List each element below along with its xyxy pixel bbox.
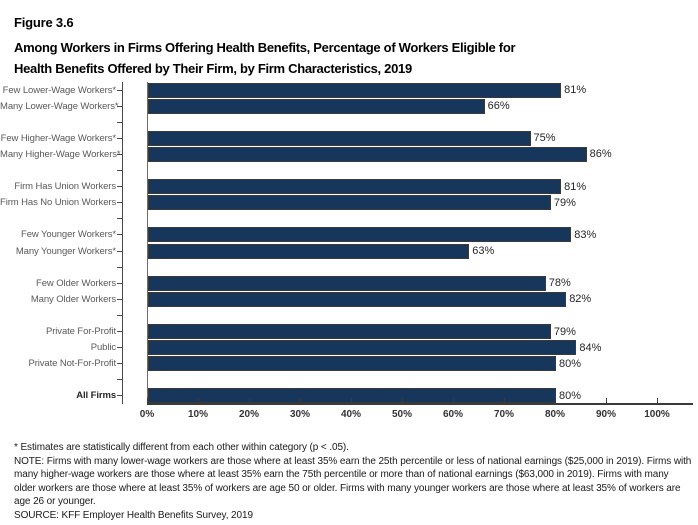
category-tick [117,363,123,365]
bar-value-label: 82% [569,293,592,306]
category-label: Private For-Profit [46,326,116,337]
bar-value-label: 80% [559,357,582,370]
category-label: Public [90,342,116,354]
category-tick [117,347,123,349]
category-label: Few Older Workers [36,277,116,289]
category-tick [117,331,123,333]
footnotes-block: * Estimates are statistically different … [14,441,692,523]
bar-value-label: 81% [564,84,587,96]
bar-value-label: 79% [553,196,576,209]
bar-value-label: 66% [487,100,510,113]
x-axis-tick-label: 80% [544,409,565,420]
figure-number: Figure 3.6 [14,15,74,30]
bar-value-label: 86% [589,148,612,161]
bar-value-label: 78% [548,277,571,290]
x-axis-tick [146,398,148,403]
bar [148,275,546,291]
x-axis-tick-label: 10% [187,409,208,420]
bar-value-label: 79% [553,325,576,338]
x-axis-tick [401,398,403,403]
bar [148,356,556,372]
category-label: Many Higher-Wage Workers* [0,148,121,160]
category-gap-tick [117,379,123,381]
bar-value-label: 63% [472,245,495,257]
bar-value-label: 80% [559,389,582,402]
category-label: Few Lower-Wage Workers* [2,84,116,96]
category-label: All Firms [76,390,116,402]
x-axis-tick-label: 50% [391,409,412,420]
category-label: Many Lower-Wage Workers* [0,100,119,112]
x-axis-line [147,403,693,405]
x-axis-tick [452,398,454,403]
category-label: Many Older Workers [30,293,116,305]
category-label: Firm Has Union Workers [14,181,116,193]
footnote-significance: * Estimates are statistically different … [14,442,349,453]
x-axis-tick-label: 90% [595,409,616,420]
bar [148,146,587,162]
figure-title-line1: Among Workers in Firms Offering Health B… [14,40,516,55]
category-gap-tick [117,314,123,316]
bar [148,82,562,98]
x-axis-tick [503,398,505,403]
category-label: Few Higher-Wage Workers* [0,132,116,144]
category-tick [117,395,123,397]
category-tick [117,202,123,204]
bar-value-label: 84% [579,341,602,354]
zero-baseline [147,82,148,404]
bar [148,388,556,404]
bar [148,179,562,195]
bar [148,195,551,211]
x-axis-tick [197,398,199,403]
bar-value-label: 75% [533,132,556,145]
bar [148,130,531,146]
category-label: Few Younger Workers* [21,229,116,241]
category-tick [117,137,123,139]
bar [148,324,551,339]
category-gap-tick [117,218,123,220]
footnote-source: SOURCE: KFF Employer Health Benefits Sur… [14,509,253,521]
x-axis-tick [605,398,607,403]
category-tick [117,153,123,155]
bar-value-label: 83% [574,228,597,241]
category-label: Firm Has No Union Workers [0,197,117,209]
category-label: Many Younger Workers* [15,245,116,257]
bar [148,227,572,243]
x-axis-tick-label: 30% [289,409,310,420]
category-label: Private Not-For-Profit [28,358,116,370]
x-axis-tick-label: 40% [340,409,361,420]
bar [148,291,567,307]
category-tick [117,105,123,107]
x-axis-tick [656,398,658,403]
category-axis-line [122,82,123,404]
x-axis-tick-label: 0% [139,409,155,420]
category-tick [117,186,123,188]
x-axis-tick [248,398,250,403]
category-tick [117,89,123,91]
category-tick [117,282,123,284]
x-axis-tick-label: 20% [238,409,259,420]
x-axis-tick-label: 60% [442,409,463,420]
x-axis-tick [299,398,301,403]
bar [148,243,470,259]
category-gap-tick [117,121,123,123]
footnote-note: NOTE: Firms with many lower-wage workers… [14,455,692,508]
category-gap-tick [117,266,123,268]
bar [148,98,485,114]
category-gap-tick [117,170,123,172]
bar [148,340,577,356]
category-tick [117,298,123,300]
category-tick [117,234,123,236]
x-axis-tick [554,398,556,403]
figure-title-line2: Health Benefits Offered by Their Firm, b… [14,61,412,76]
x-axis-tick [350,398,352,403]
x-axis-tick-label: 100% [644,409,670,420]
x-axis-tick-label: 70% [493,409,514,420]
bar-value-label: 81% [564,180,587,193]
category-tick [117,250,123,252]
